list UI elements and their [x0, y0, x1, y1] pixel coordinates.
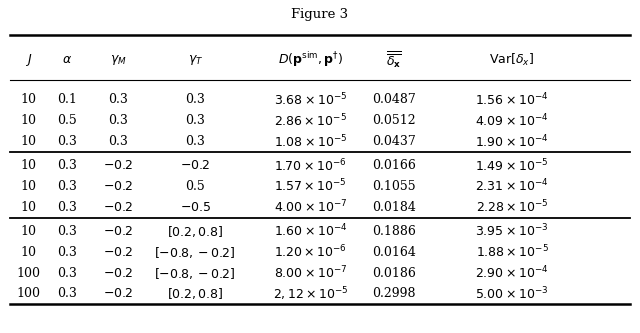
- Text: $-0.2$: $-0.2$: [180, 159, 211, 172]
- Text: 0.0166: 0.0166: [372, 159, 415, 172]
- Text: 100: 100: [17, 287, 41, 300]
- Text: 0.3: 0.3: [57, 180, 77, 193]
- Text: 10: 10: [20, 180, 36, 193]
- Text: $-0.2$: $-0.2$: [103, 159, 134, 172]
- Text: 0.0164: 0.0164: [372, 246, 415, 259]
- Text: $1.56 \times 10^{-4}$: $1.56 \times 10^{-4}$: [476, 92, 548, 108]
- Text: $3.95 \times 10^{-3}$: $3.95 \times 10^{-3}$: [476, 223, 548, 240]
- Text: $\overline{\overline{\delta_{\mathbf{x}}}}$: $\overline{\overline{\delta_{\mathbf{x}}…: [386, 50, 401, 70]
- Text: $\gamma_T$: $\gamma_T$: [188, 53, 203, 67]
- Text: 0.3: 0.3: [185, 93, 205, 107]
- Text: 10: 10: [20, 225, 36, 238]
- Text: $-0.5$: $-0.5$: [180, 201, 211, 214]
- Text: 0.0437: 0.0437: [372, 135, 415, 148]
- Text: 0.3: 0.3: [57, 266, 77, 280]
- Text: 10: 10: [20, 246, 36, 259]
- Text: $-0.2$: $-0.2$: [103, 180, 134, 193]
- Text: $\gamma_M$: $\gamma_M$: [110, 53, 127, 67]
- Text: $1.90 \times 10^{-4}$: $1.90 \times 10^{-4}$: [476, 133, 548, 150]
- Text: 0.3: 0.3: [57, 225, 77, 238]
- Text: $4.00 \times 10^{-7}$: $4.00 \times 10^{-7}$: [274, 199, 347, 215]
- Text: 0.5: 0.5: [186, 180, 205, 193]
- Text: 0.0186: 0.0186: [372, 266, 415, 280]
- Text: $2.90 \times 10^{-4}$: $2.90 \times 10^{-4}$: [476, 265, 548, 281]
- Text: $1.49 \times 10^{-5}$: $1.49 \times 10^{-5}$: [476, 158, 548, 174]
- Text: 0.2998: 0.2998: [372, 287, 415, 300]
- Text: 0.3: 0.3: [57, 201, 77, 214]
- Text: $1.20 \times 10^{-6}$: $1.20 \times 10^{-6}$: [274, 244, 347, 260]
- Text: $1.88 \times 10^{-5}$: $1.88 \times 10^{-5}$: [476, 244, 548, 260]
- Text: 10: 10: [20, 159, 36, 172]
- Text: 0.1: 0.1: [57, 93, 77, 107]
- Text: 0.0512: 0.0512: [372, 114, 415, 127]
- Text: $[0.2, 0.8]$: $[0.2, 0.8]$: [167, 224, 223, 239]
- Text: $-0.2$: $-0.2$: [103, 246, 134, 259]
- Text: $\alpha$: $\alpha$: [62, 53, 72, 67]
- Text: $J$: $J$: [25, 52, 33, 68]
- Text: 0.3: 0.3: [185, 135, 205, 148]
- Text: 10: 10: [20, 201, 36, 214]
- Text: $[-0.8, -0.2]$: $[-0.8, -0.2]$: [154, 245, 236, 260]
- Text: 10: 10: [20, 135, 36, 148]
- Text: $2.31 \times 10^{-4}$: $2.31 \times 10^{-4}$: [476, 178, 548, 195]
- Text: 0.3: 0.3: [185, 114, 205, 127]
- Text: $4.09 \times 10^{-4}$: $4.09 \times 10^{-4}$: [476, 113, 548, 129]
- Text: $1.60 \times 10^{-4}$: $1.60 \times 10^{-4}$: [274, 223, 347, 240]
- Text: $[0.2, 0.8]$: $[0.2, 0.8]$: [167, 286, 223, 301]
- Text: $-0.2$: $-0.2$: [103, 266, 134, 280]
- Text: 10: 10: [20, 114, 36, 127]
- Text: $D(\mathbf{p}^{\mathrm{sim}}, \mathbf{p}^{\dagger})$: $D(\mathbf{p}^{\mathrm{sim}}, \mathbf{p}…: [278, 51, 343, 69]
- Text: 0.1055: 0.1055: [372, 180, 415, 193]
- Text: 0.3: 0.3: [57, 287, 77, 300]
- Text: $1.57 \times 10^{-5}$: $1.57 \times 10^{-5}$: [274, 178, 347, 195]
- Text: 0.3: 0.3: [57, 159, 77, 172]
- Text: $2.86 \times 10^{-5}$: $2.86 \times 10^{-5}$: [274, 113, 347, 129]
- Text: 0.3: 0.3: [57, 246, 77, 259]
- Text: $3.68 \times 10^{-5}$: $3.68 \times 10^{-5}$: [274, 92, 347, 108]
- Text: $-0.2$: $-0.2$: [103, 225, 134, 238]
- Text: 0.5: 0.5: [58, 114, 77, 127]
- Text: Figure 3: Figure 3: [291, 8, 349, 21]
- Text: 0.0184: 0.0184: [372, 201, 415, 214]
- Text: 0.3: 0.3: [108, 93, 129, 107]
- Text: $-0.2$: $-0.2$: [103, 287, 134, 300]
- Text: 0.3: 0.3: [108, 135, 129, 148]
- Text: $1.08 \times 10^{-5}$: $1.08 \times 10^{-5}$: [274, 133, 347, 150]
- Text: $-0.2$: $-0.2$: [103, 201, 134, 214]
- Text: $[-0.8, -0.2]$: $[-0.8, -0.2]$: [154, 265, 236, 281]
- Text: $1.70 \times 10^{-6}$: $1.70 \times 10^{-6}$: [274, 158, 347, 174]
- Text: 0.3: 0.3: [57, 135, 77, 148]
- Text: $2,12 \times 10^{-5}$: $2,12 \times 10^{-5}$: [273, 285, 348, 303]
- Text: 0.1886: 0.1886: [372, 225, 415, 238]
- Text: $2.28 \times 10^{-5}$: $2.28 \times 10^{-5}$: [476, 199, 548, 215]
- Text: $8.00 \times 10^{-7}$: $8.00 \times 10^{-7}$: [274, 265, 347, 281]
- Text: 100: 100: [17, 266, 41, 280]
- Text: $5.00 \times 10^{-3}$: $5.00 \times 10^{-3}$: [476, 286, 548, 302]
- Text: 0.3: 0.3: [108, 114, 129, 127]
- Text: 10: 10: [20, 93, 36, 107]
- Text: $\mathrm{Var}[\delta_x]$: $\mathrm{Var}[\delta_x]$: [490, 52, 534, 68]
- Text: 0.0487: 0.0487: [372, 93, 415, 107]
